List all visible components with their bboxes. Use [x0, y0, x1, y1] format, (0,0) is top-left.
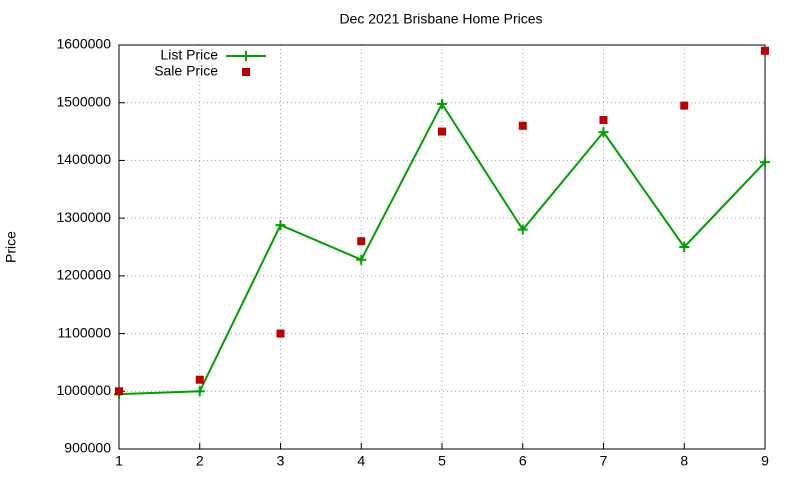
- x-tick-label: 4: [357, 453, 365, 469]
- data-point: [438, 127, 446, 136]
- data-point: [195, 375, 204, 384]
- x-tick-label: 7: [600, 453, 608, 469]
- y-tick-label: 1100000: [58, 324, 112, 340]
- data-point: [517, 224, 528, 235]
- y-tick-label: 900000: [64, 440, 111, 456]
- data-point: [437, 98, 447, 109]
- legend-marker: [241, 51, 251, 61]
- y-axis-label: Price: [3, 231, 19, 263]
- data-point: [680, 101, 689, 110]
- legend-marker: [242, 68, 250, 76]
- data-point: [679, 242, 690, 252]
- y-tick-label: 1000000: [56, 382, 111, 398]
- data-point: [115, 387, 123, 396]
- data-point: [356, 254, 367, 265]
- data-point: [194, 386, 205, 397]
- x-tick-label: 3: [277, 453, 285, 469]
- data-point: [760, 157, 770, 168]
- data-point: [275, 220, 286, 231]
- y-tick-label: 1600000: [56, 36, 111, 52]
- x-tick-label: 8: [680, 453, 688, 469]
- y-tick-label: 1300000: [56, 209, 111, 225]
- y-tick-label: 1500000: [56, 93, 111, 109]
- x-tick-label: 5: [438, 453, 446, 469]
- x-tick-label: 1: [115, 453, 123, 469]
- y-tick-label: 1200000: [56, 267, 111, 283]
- legend-label: Sale Price: [154, 63, 218, 79]
- data-point: [599, 116, 608, 125]
- plot-frame: [118, 44, 766, 450]
- legend-label: List Price: [160, 47, 218, 63]
- x-tick-label: 9: [761, 453, 769, 469]
- y-tick-label: 1400000: [56, 151, 111, 167]
- chart-title: Dec 2021 Brisbane Home Prices: [339, 11, 542, 27]
- data-point: [357, 237, 366, 246]
- data-point: [598, 127, 609, 138]
- x-tick-label: 6: [519, 453, 527, 469]
- data-point: [518, 121, 527, 130]
- data-point: [761, 46, 769, 55]
- x-tick-label: 2: [196, 453, 204, 469]
- data-point: [276, 329, 285, 338]
